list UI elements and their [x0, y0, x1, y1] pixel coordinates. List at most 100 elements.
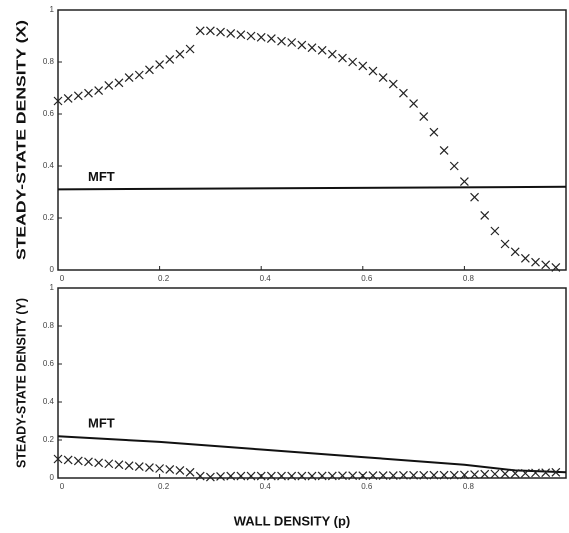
y-tick-label: 1	[50, 283, 55, 292]
y-tick-label: 0.4	[43, 397, 55, 406]
data-point	[145, 463, 154, 472]
data-point	[500, 469, 510, 479]
data-point	[277, 471, 286, 481]
data-point	[449, 470, 459, 480]
plot-frame	[57, 287, 567, 479]
x-tick-label: 0.8	[463, 482, 475, 491]
data-point	[84, 457, 93, 467]
data-point	[510, 469, 520, 478]
data-point	[490, 469, 500, 479]
data-point	[459, 177, 469, 187]
data-point	[216, 27, 225, 37]
data-point	[226, 28, 236, 38]
x-tick-label: 0	[60, 482, 65, 491]
data-point	[388, 471, 398, 480]
data-point	[124, 73, 134, 83]
data-point	[429, 127, 439, 137]
y-tick-label: 0.4	[43, 161, 55, 170]
data-point	[226, 471, 236, 481]
data-point	[368, 66, 378, 76]
data-point	[358, 471, 368, 481]
data-point	[185, 467, 195, 477]
data-point	[216, 472, 225, 481]
data-point	[63, 93, 73, 103]
y-tick-label: 1	[50, 5, 55, 14]
x-tick-label: 0.4	[260, 274, 272, 283]
data-point	[195, 471, 205, 481]
data-point	[205, 26, 215, 36]
data-point	[368, 471, 378, 480]
data-point	[327, 471, 337, 481]
y-tick-label: 0.8	[43, 57, 55, 66]
data-point	[114, 460, 124, 470]
data-point	[277, 36, 286, 46]
y-tick-label: 0.6	[43, 109, 55, 118]
y-tick-label: 0	[50, 265, 55, 274]
data-point	[439, 145, 449, 155]
data-point	[114, 78, 124, 88]
data-point	[175, 49, 185, 59]
data-point	[439, 470, 449, 480]
data-point	[348, 471, 358, 481]
data-point	[53, 454, 63, 464]
data-point	[317, 45, 327, 55]
data-point	[378, 73, 388, 83]
data-point	[520, 468, 530, 478]
data-point	[358, 61, 368, 71]
data-point	[165, 54, 175, 64]
y-axis-label: STEADY-STATE DENSITY (X)	[13, 20, 28, 260]
data-point	[155, 464, 165, 473]
data-point	[449, 161, 459, 171]
data-point	[63, 455, 73, 465]
data-point	[297, 40, 307, 50]
y-tick-label: 0.6	[43, 359, 55, 368]
data-point	[53, 96, 63, 106]
data-point	[541, 468, 551, 478]
data-point	[185, 44, 195, 54]
data-point	[175, 465, 185, 475]
data-point	[551, 467, 561, 477]
data-point	[541, 260, 551, 270]
data-point	[531, 468, 540, 478]
data-point	[236, 30, 246, 40]
data-point	[84, 88, 93, 98]
data-point	[429, 470, 439, 480]
data-point	[490, 226, 500, 236]
x-tick-label: 0.8	[463, 274, 475, 283]
data-point	[256, 32, 266, 42]
mft-label: MFT	[88, 416, 115, 431]
data-point	[470, 470, 479, 480]
data-point	[73, 91, 83, 101]
data-point	[195, 26, 205, 36]
data-point	[134, 462, 144, 472]
data-point	[419, 112, 429, 122]
mft-line	[57, 435, 567, 474]
data-point	[124, 461, 134, 471]
data-point	[104, 80, 114, 90]
data-point	[327, 49, 337, 59]
y-axis-label: STEADY-STATE DENSITY (Y)	[13, 298, 28, 468]
data-point	[297, 471, 307, 481]
data-point	[94, 458, 104, 468]
x-axis-label: WALL DENSITY (p)	[234, 513, 351, 528]
data-point	[236, 471, 246, 481]
x-tick-label: 0.2	[158, 482, 170, 491]
data-point	[520, 253, 530, 263]
data-point	[480, 210, 490, 220]
data-point	[409, 99, 419, 109]
y-tick-label: 0.2	[43, 213, 55, 222]
data-point	[531, 257, 540, 267]
data-point	[287, 471, 297, 481]
data-point	[510, 247, 520, 257]
data-point	[266, 34, 276, 44]
data-point	[134, 70, 144, 80]
plot-frame	[57, 9, 567, 271]
data-point	[338, 471, 347, 481]
data-point	[145, 65, 154, 75]
data-point	[165, 465, 175, 474]
data-point	[307, 471, 317, 481]
data-point	[94, 86, 104, 96]
x-tick-label: 0.4	[260, 482, 272, 491]
data-point	[348, 57, 358, 67]
data-point	[256, 471, 266, 481]
